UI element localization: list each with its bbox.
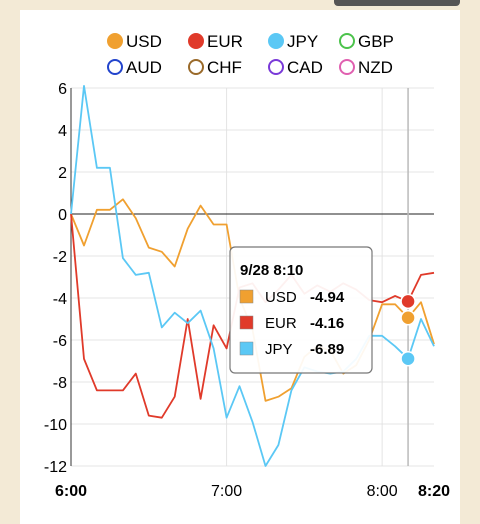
y-tick-label: -4 xyxy=(53,291,67,308)
top-button-left[interactable] xyxy=(334,0,402,6)
legend-label-cad[interactable]: CAD xyxy=(287,58,323,77)
legend-label-gbp[interactable]: GBP xyxy=(358,32,394,51)
legend-label-usd[interactable]: USD xyxy=(126,32,162,51)
y-tick-label: 2 xyxy=(58,165,67,182)
y-tick-label: 4 xyxy=(58,123,67,140)
tooltip-label-eur: EUR xyxy=(265,315,297,332)
legend-marker-eur[interactable] xyxy=(188,33,204,49)
legend-marker-aud[interactable] xyxy=(107,59,123,75)
legend-marker-cad[interactable] xyxy=(268,59,284,75)
tooltip-swatch-eur xyxy=(239,315,254,330)
y-tick-label: 6 xyxy=(58,81,67,98)
legend-label-aud[interactable]: AUD xyxy=(126,58,162,77)
tooltip-value-usd: -4.94 xyxy=(310,289,345,306)
legend-label-chf[interactable]: CHF xyxy=(207,58,242,77)
y-tick-label: 0 xyxy=(58,207,67,224)
legend-marker-nzd[interactable] xyxy=(339,59,355,75)
series-line-jpy[interactable] xyxy=(70,85,435,467)
tooltip-swatch-usd xyxy=(239,289,254,304)
x-tick-label: 7:00 xyxy=(211,483,242,500)
y-tick-label: -2 xyxy=(53,249,67,266)
top-button-right[interactable] xyxy=(392,0,460,6)
hover-point-usd[interactable] xyxy=(400,309,416,326)
currency-line-chart[interactable]: USD EUR JPY GBP AUD CHF CAD NZD 6 4 2 0 -2 -4 -6 -8 -10 -… xyxy=(20,10,460,524)
legend-label-eur[interactable]: EUR xyxy=(207,32,243,51)
tooltip-swatch-jpy xyxy=(239,341,254,356)
hover-point-eur[interactable] xyxy=(400,293,416,310)
legend-marker-chf[interactable] xyxy=(188,59,204,75)
legend-marker-jpy[interactable] xyxy=(268,33,284,49)
y-tick-label: -8 xyxy=(53,375,67,392)
x-tick-label: 8:00 xyxy=(367,483,398,500)
legend-marker-usd[interactable] xyxy=(107,33,123,49)
tooltip-value-jpy: -6.89 xyxy=(310,341,344,358)
chart-card: USD EUR JPY GBP AUD CHF CAD NZD 6 4 2 0 -2 -4 -6 -8 -10 -… xyxy=(20,10,460,524)
tooltip-box xyxy=(229,246,373,374)
y-tick-label: -10 xyxy=(44,417,67,434)
x-tick-label: 8:20 xyxy=(418,483,450,500)
legend-label-jpy[interactable]: JPY xyxy=(287,32,318,51)
hover-point-jpy[interactable] xyxy=(400,350,416,367)
tooltip-label-usd: USD xyxy=(265,289,297,306)
y-tick-label: -12 xyxy=(44,459,67,476)
legend-marker-gbp[interactable] xyxy=(339,33,355,49)
legend-label-nzd[interactable]: NZD xyxy=(358,58,393,77)
tooltip-label-jpy: JPY xyxy=(265,341,293,358)
y-tick-label: -6 xyxy=(53,333,67,350)
x-tick-label: 6:00 xyxy=(55,483,87,500)
tooltip-value-eur: -4.16 xyxy=(310,315,344,332)
tooltip-title: 9/28 8:10 xyxy=(240,262,303,279)
